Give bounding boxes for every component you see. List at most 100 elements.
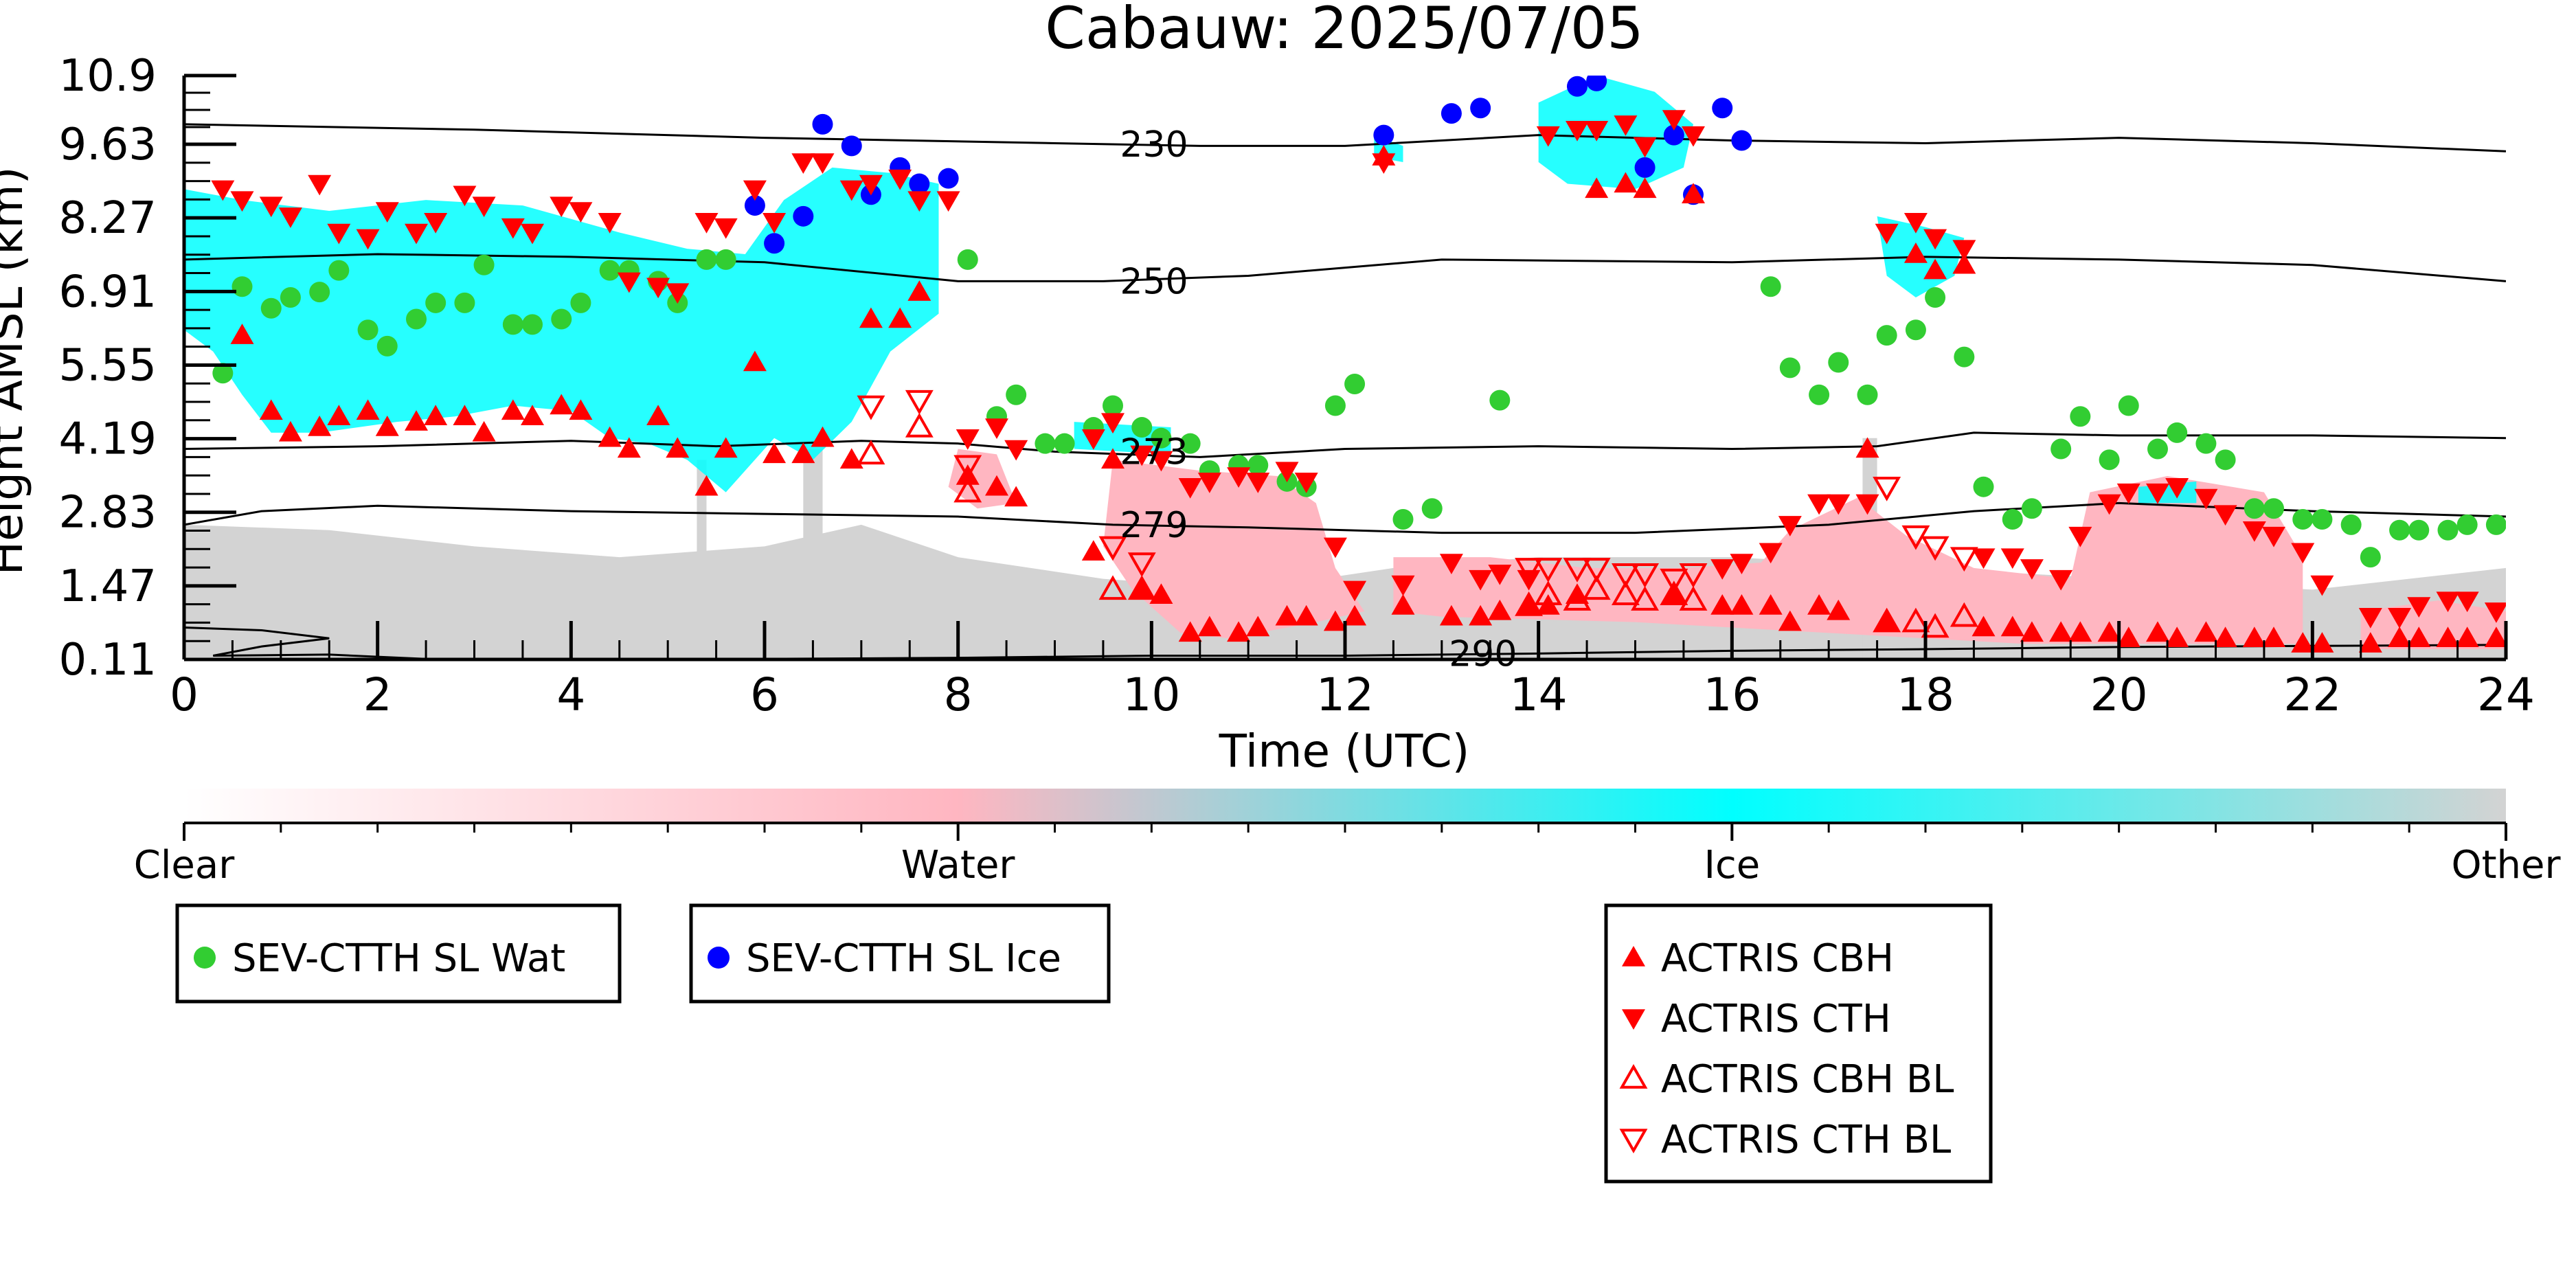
actris-cbh-point-54: [1633, 177, 1657, 199]
sev-ctth-sl-wat-point-22: [957, 249, 978, 270]
actris-cth-point-83: [2291, 543, 2315, 564]
sev-ctth-sl-ice-point-11: [1470, 98, 1491, 119]
actris-cbh-point-53: [1614, 172, 1638, 193]
actris-cbh-point-43: [1343, 605, 1367, 626]
actris-cth-point-7: [375, 202, 399, 223]
actris-cth-point-33: [1004, 440, 1028, 461]
actris-cbh-point-19: [694, 475, 719, 496]
actris-cbh-point-62: [1827, 599, 1851, 620]
actris-cth-point-10: [453, 185, 477, 207]
actris-cth-point-86: [2388, 608, 2412, 629]
sev-ctth-sl-wat-point-8: [406, 308, 427, 330]
actris-cbh-point-68: [1971, 615, 1996, 637]
actris-cth-point-60: [1730, 554, 1754, 574]
region-water-1: [1393, 475, 2303, 644]
contour-label-290: 290: [1449, 633, 1517, 675]
sev-ctth-sl-wat-point-39: [1392, 508, 1414, 530]
sev-ctth-sl-wat-point-29: [1131, 417, 1153, 438]
actris-cbh-point-31: [1004, 486, 1028, 507]
sev-ctth-sl-wat-point-51: [1973, 476, 1994, 497]
actris-cth-point-66: [1875, 223, 1899, 245]
actris-cth-point-37: [1149, 451, 1173, 472]
actris-cbh-point-56: [1682, 183, 1705, 204]
legend-label-actris-cth: ACTRIS CTH: [1661, 997, 1891, 1041]
actris-cth-bl-point-10: [1631, 563, 1660, 588]
legend-actris-frame: [1604, 903, 1993, 1184]
actris-cth-point-41: [1246, 473, 1270, 493]
actris-cth-point-65: [1855, 494, 1879, 515]
actris-cbh-point-48: [1488, 599, 1512, 620]
actris-cth-point-76: [2116, 483, 2140, 504]
contour-label-250: 250: [1120, 261, 1188, 302]
actris-cth-point-40: [1227, 467, 1251, 488]
sev-ctth-sl-wat-point-44: [1809, 384, 1830, 405]
actris-cth-point-53: [1566, 121, 1589, 142]
actris-cbh-bl-point-11: [1660, 580, 1688, 606]
legend-sev-ice: SEV-CTTH SL Ice: [689, 903, 1111, 1004]
legend-label-actris-cbh-bl: ACTRIS CBH BL: [1661, 1057, 1954, 1102]
actris-cbh-point-84: [2388, 626, 2412, 648]
sev-ctth-sl-wat-point-2: [260, 297, 282, 319]
actris-cbh-point-32: [1081, 540, 1105, 561]
sev-ctth-sl-wat-point-6: [357, 319, 379, 341]
chart-title: Cabauw: 2025/07/05: [1045, 0, 1643, 62]
legend-marker-sev-ctth-sl-wat: [194, 947, 216, 969]
actris-cth-point-67: [1903, 212, 1928, 234]
sev-ctth-sl-ice-point-2: [793, 205, 814, 227]
sev-ctth-sl-wat-point-63: [2263, 498, 2284, 519]
actris-cth-point-72: [2020, 559, 2044, 580]
actris-cth-point-43: [1294, 473, 1318, 493]
actris-cth-bl-point-3: [1098, 536, 1127, 561]
background-regions: [184, 76, 2506, 659]
sev-ctth-sl-wat-point-53: [2021, 498, 2042, 519]
sev-ctth-sl-wat-point-16: [599, 260, 620, 281]
actris-cbh-point-23: [791, 442, 815, 464]
x-tick-label-0: 0: [170, 668, 199, 721]
actris-cth-bl-point-6: [1534, 558, 1563, 583]
actris-cbh-point-85: [2407, 626, 2431, 648]
actris-cth-point-5: [327, 223, 351, 245]
actris-cbh-point-35: [1149, 583, 1173, 605]
actris-cth-point-50: [1488, 564, 1512, 585]
actris-cth-point-1: [230, 191, 254, 212]
actris-cbh-point-83: [2358, 632, 2382, 653]
region-water-3: [948, 449, 1017, 509]
actris-cth-point-45: [1343, 580, 1367, 602]
actris-cbh-point-80: [2262, 626, 2285, 648]
actris-cbh-point-55: [1662, 583, 1686, 605]
sev-ctth-sl-wat-point-28: [1103, 395, 1123, 416]
actris-cth-point-11: [472, 196, 496, 218]
data-markers: [211, 76, 2506, 653]
actris-cth-point-21: [714, 218, 738, 239]
sev-ctth-sl-wat-point-72: [2485, 514, 2506, 535]
sev-ctth-sl-wat-point-46: [1857, 384, 1878, 405]
actris-cth-bl-point-2: [953, 455, 982, 480]
actris-cth-bl-point-8: [1582, 558, 1611, 583]
contour-line-230: [184, 123, 2506, 152]
actris-cth-point-80: [2213, 505, 2237, 526]
actris-cth-point-70: [1971, 548, 1996, 569]
actris-cbh-point-25: [839, 448, 863, 469]
x-tick-label-8: 8: [944, 668, 973, 721]
actris-cth-point-57: [1662, 110, 1686, 131]
sev-ctth-sl-wat-point-26: [1054, 433, 1075, 454]
actris-cth-point-77: [2146, 483, 2169, 504]
actris-cth-point-30: [936, 191, 960, 212]
sev-ctth-sl-wat-point-65: [2312, 508, 2333, 530]
sev-ctth-sl-ice-point-8: [938, 168, 959, 189]
actris-cbh-bl-point-1: [905, 413, 934, 438]
sev-ctth-sl-wat-point-34: [1247, 455, 1269, 476]
actris-cbh-bl-point-14: [1901, 607, 1930, 633]
sev-ctth-sl-wat-point-3: [280, 286, 301, 308]
legend-marker-actris-cbh: [1622, 946, 1645, 967]
sev-ctth-sl-ice-point-7: [909, 173, 930, 194]
actris-cth-point-14: [550, 196, 574, 218]
y-tick-label-0.11: 0.11: [59, 635, 157, 686]
actris-cth-point-46: [1372, 153, 1396, 174]
actris-cth-point-55: [1614, 115, 1638, 136]
actris-cth-point-22: [743, 180, 767, 201]
sev-ctth-sl-wat-point-24: [1006, 384, 1027, 405]
legend-marker-actris-cth: [1622, 1009, 1645, 1030]
actris-cbh-point-26: [859, 307, 883, 328]
